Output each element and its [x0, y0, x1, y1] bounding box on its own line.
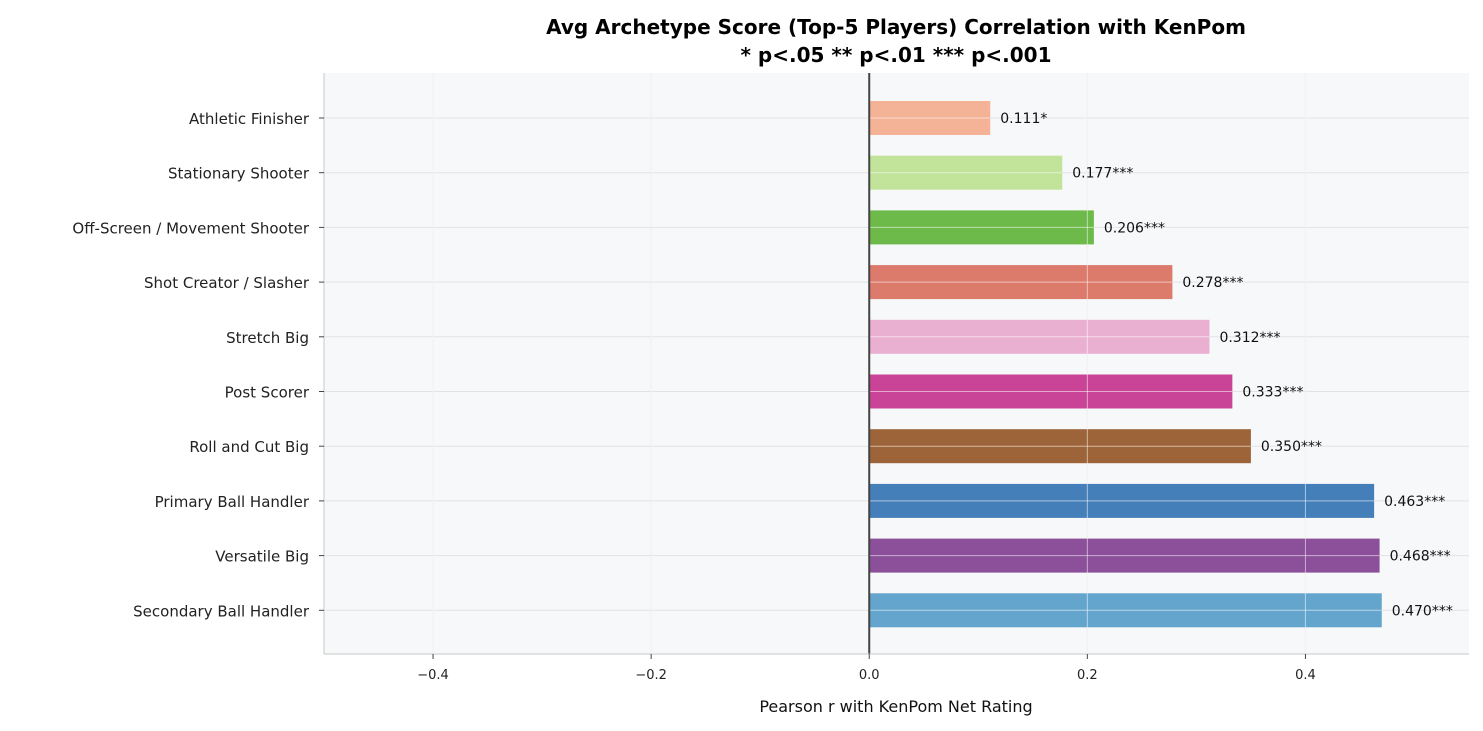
y-tick-label: Off-Screen / Movement Shooter: [72, 219, 309, 237]
y-tick-label: Athletic Finisher: [189, 110, 310, 128]
bar-value-label: 0.350***: [1261, 439, 1322, 455]
bar-value-label: 0.278***: [1182, 275, 1243, 291]
x-tick-label: 0.0: [859, 668, 880, 683]
bar-value-label: 0.177***: [1072, 166, 1133, 182]
bar-value-label: 0.333***: [1242, 385, 1303, 401]
y-tick-label: Secondary Ball Handler: [133, 602, 310, 620]
y-tick-label: Post Scorer: [225, 384, 310, 402]
y-tick-label: Shot Creator / Slasher: [144, 274, 310, 292]
y-tick-label: Primary Ball Handler: [155, 493, 310, 511]
x-axis-title: Pearson r with KenPom Net Rating: [759, 697, 1032, 716]
x-tick-label: 0.2: [1077, 668, 1098, 683]
bar-value-label: 0.206***: [1104, 220, 1165, 236]
y-tick-label: Versatile Big: [215, 548, 309, 566]
bar-value-label: 0.111*: [1000, 111, 1047, 127]
bar-value-label: 0.312***: [1219, 330, 1280, 346]
y-tick-label: Roll and Cut Big: [189, 438, 309, 456]
chart-subtitle: * p<.05 ** p<.01 *** p<.001: [741, 43, 1052, 67]
bar-value-label: 0.468***: [1390, 549, 1451, 565]
bar-value-label: 0.463***: [1384, 494, 1445, 510]
x-tick-label: 0.4: [1295, 668, 1316, 683]
x-tick-label: −0.4: [417, 668, 449, 683]
x-tick-label: −0.2: [635, 668, 667, 683]
bar-value-label: 0.470***: [1392, 603, 1453, 619]
chart-title: Avg Archetype Score (Top-5 Players) Corr…: [546, 15, 1246, 39]
y-tick-label: Stationary Shooter: [168, 165, 310, 183]
y-tick-label: Stretch Big: [226, 329, 309, 347]
